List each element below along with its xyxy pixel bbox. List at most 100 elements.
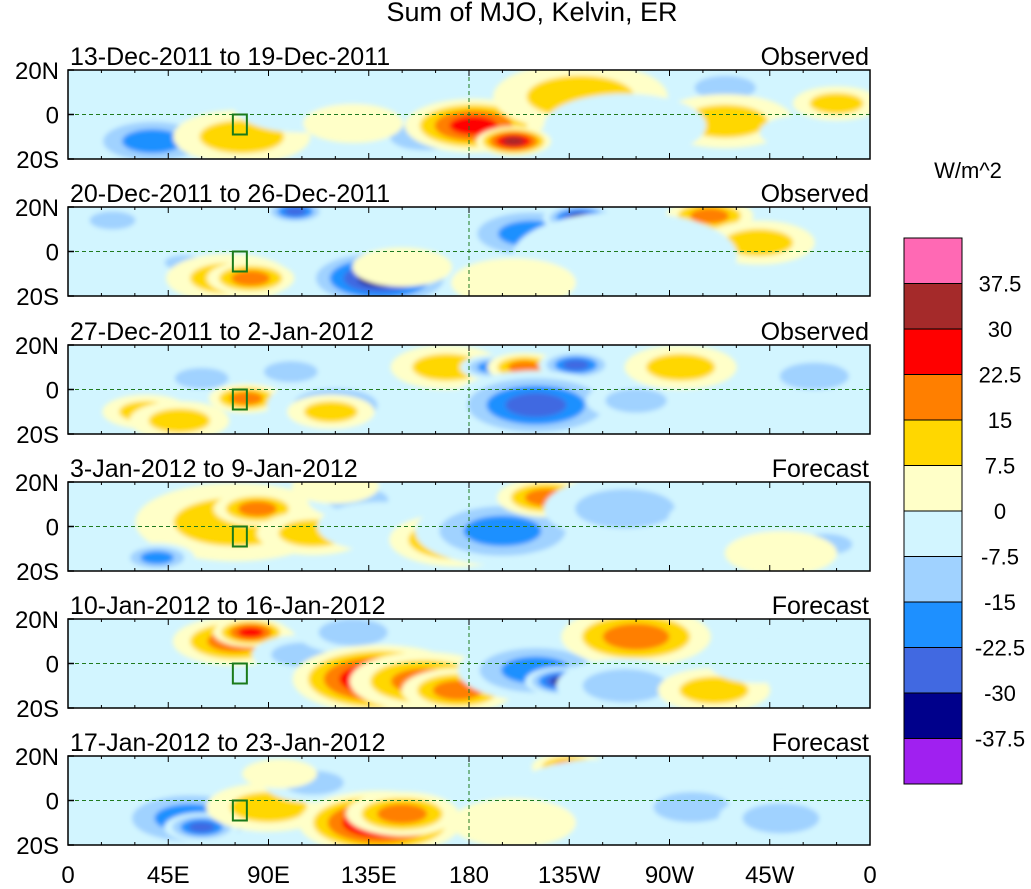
y-tick-label: 20N <box>15 744 59 771</box>
anomaly-contour <box>412 353 482 381</box>
anomaly-contour <box>724 229 794 257</box>
region-box <box>231 250 248 273</box>
anomaly-contour <box>451 798 576 845</box>
colorbar-swatch <box>903 419 963 466</box>
anomaly-contour <box>582 669 668 703</box>
y-tick-label: 20N <box>15 58 59 85</box>
colorbar-swatch <box>903 237 963 284</box>
panel-date-range: 13-Dec-2011 to 19-Dec-2011 <box>70 43 390 71</box>
colorbar-swatch <box>903 556 963 603</box>
panel-date-range: 17-Jan-2012 to 23-Jan-2012 <box>70 729 386 757</box>
anomaly-contour <box>694 75 756 100</box>
colorbar-tick-label: -7.5 <box>981 545 1019 570</box>
region-box <box>231 799 248 822</box>
colorbar-tick-label: 37.5 <box>979 272 1022 297</box>
chart-title: Sum of MJO, Kelvin, ER <box>386 0 677 27</box>
colorbar-tick-label: -22.5 <box>975 636 1025 661</box>
region-box <box>231 113 248 136</box>
y-tick-label: 0 <box>46 240 59 267</box>
y-tick-label: 20S <box>16 147 59 174</box>
anomaly-contour <box>575 489 675 529</box>
x-tick-label: 0 <box>61 862 74 889</box>
anomaly-contour <box>237 501 277 517</box>
y-tick-label: 0 <box>46 103 59 130</box>
anomaly-contour <box>237 627 264 638</box>
anomaly-contour <box>653 792 731 823</box>
anomaly-contour <box>258 214 359 254</box>
x-tick-label: 45E <box>147 862 190 889</box>
anomaly-contour <box>231 270 271 286</box>
anomaly-contour <box>602 623 670 650</box>
panel-date-range: 27-Dec-2011 to 2-Jan-2012 <box>70 318 374 346</box>
colorbar-swatch <box>903 328 963 375</box>
anomaly-contour <box>140 551 174 565</box>
panel-date-range: 10-Jan-2012 to 16-Jan-2012 <box>70 592 386 620</box>
y-tick-label: 20S <box>16 696 59 723</box>
x-tick-label: 45W <box>745 862 795 889</box>
y-tick-label: 20S <box>16 422 59 449</box>
colorbar-tick-label: 15 <box>988 408 1012 433</box>
anomaly-contour <box>759 115 847 150</box>
anomaly-contour <box>199 120 284 154</box>
anomaly-contour <box>508 360 542 374</box>
panel-status: Forecast <box>772 455 869 483</box>
panel-6: 17-Jan-2012 to 23-Jan-2012 Forecast 20N 0 20… <box>15 729 871 860</box>
y-tick-label: 20S <box>16 559 59 586</box>
anomaly-contour <box>148 408 211 433</box>
anomaly-contour <box>284 207 307 216</box>
anomaly-contour <box>724 531 838 571</box>
colorbar-tick-label: -37.5 <box>975 727 1025 752</box>
colorbar-swatch <box>903 465 963 512</box>
colorbar-tick-label: 30 <box>988 317 1012 342</box>
anomaly-contour <box>451 258 576 296</box>
region-box <box>231 662 248 685</box>
y-tick-label: 0 <box>46 789 59 816</box>
y-tick-label: 0 <box>46 378 59 405</box>
anomaly-contour <box>89 211 136 230</box>
colorbar-swatch <box>903 692 963 739</box>
panels: 13-Dec-2011 to 19-Dec-2011 Observed 20N 0 20… <box>15 43 871 860</box>
panel-status: Observed <box>761 318 869 346</box>
colorbar: W/m^2 -37.5 -30 -22.5 -15 -7.5 0 7.5 15 22.5 30 37… <box>903 158 1025 785</box>
anomaly-contour <box>135 659 224 694</box>
anomaly-contour <box>502 137 525 146</box>
panel-status: Forecast <box>772 592 869 620</box>
panel-5: 10-Jan-2012 to 16-Jan-2012 Forecast 20N 0 20… <box>15 592 871 723</box>
colorbar-tick-label: 0 <box>994 499 1006 524</box>
anomaly-contour <box>263 361 318 383</box>
region-box <box>231 388 248 411</box>
panel-1: 13-Dec-2011 to 19-Dec-2011 Observed 20N 0 20… <box>15 43 871 174</box>
anomaly-contour <box>352 247 453 287</box>
colorbar-tick-label: 22.5 <box>979 363 1022 388</box>
panel-date-range: 20-Dec-2011 to 26-Dec-2011 <box>70 180 390 208</box>
anomaly-contour <box>543 93 707 158</box>
anomaly-contour <box>779 362 849 390</box>
panel-3: 27-Dec-2011 to 2-Jan-2012 Observed 20N 0 20S <box>15 318 871 449</box>
anomaly-contour <box>809 92 864 114</box>
colorbar-swatch <box>903 738 963 785</box>
panel-date-range: 3-Jan-2012 to 9-Jan-2012 <box>70 455 358 483</box>
y-tick-label: 20N <box>15 195 59 222</box>
anomaly-field <box>68 482 870 571</box>
y-tick-label: 20N <box>15 470 59 497</box>
panel-status: Forecast <box>772 729 869 757</box>
colorbar-swatch <box>903 374 963 421</box>
anomaly-field <box>68 70 870 159</box>
anomaly-field <box>68 619 870 708</box>
anomaly-contour <box>318 619 388 646</box>
anomaly-contour <box>84 758 185 798</box>
anomaly-contour <box>463 515 542 547</box>
anomaly-contour <box>690 208 730 224</box>
panel-4: 3-Jan-2012 to 9-Jan-2012 Forecast 20N 0 20S <box>15 455 871 586</box>
y-tick-label: 0 <box>46 515 59 542</box>
anomaly-contour <box>505 393 567 417</box>
anomaly-contour <box>679 676 749 704</box>
anomaly-contour <box>304 401 358 423</box>
x-tick-label: 90W <box>645 862 695 889</box>
x-tick-label: 90E <box>247 862 290 889</box>
colorbar-swatch <box>903 510 963 557</box>
anomaly-contour <box>449 116 498 135</box>
anomaly-contour <box>188 822 215 833</box>
x-tick-label: 180 <box>449 862 489 889</box>
